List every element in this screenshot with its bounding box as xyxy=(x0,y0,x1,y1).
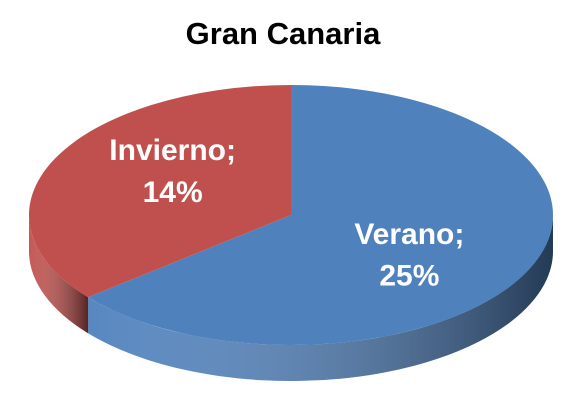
data-label: Invierno; xyxy=(109,134,236,167)
slice-side-shade xyxy=(29,215,89,334)
data-label: Verano; xyxy=(354,218,464,251)
value-label: 14% xyxy=(143,176,203,209)
label-separator: ; xyxy=(226,134,236,167)
category-name: Invierno xyxy=(109,134,226,167)
slice xyxy=(88,85,553,345)
chart-title: Gran Canaria xyxy=(186,16,381,51)
category-name: Verano xyxy=(354,218,454,251)
value-label: 25% xyxy=(379,260,439,293)
slice xyxy=(28,85,292,298)
label-separator: ; xyxy=(454,218,464,251)
slice-side-shade xyxy=(88,215,553,381)
